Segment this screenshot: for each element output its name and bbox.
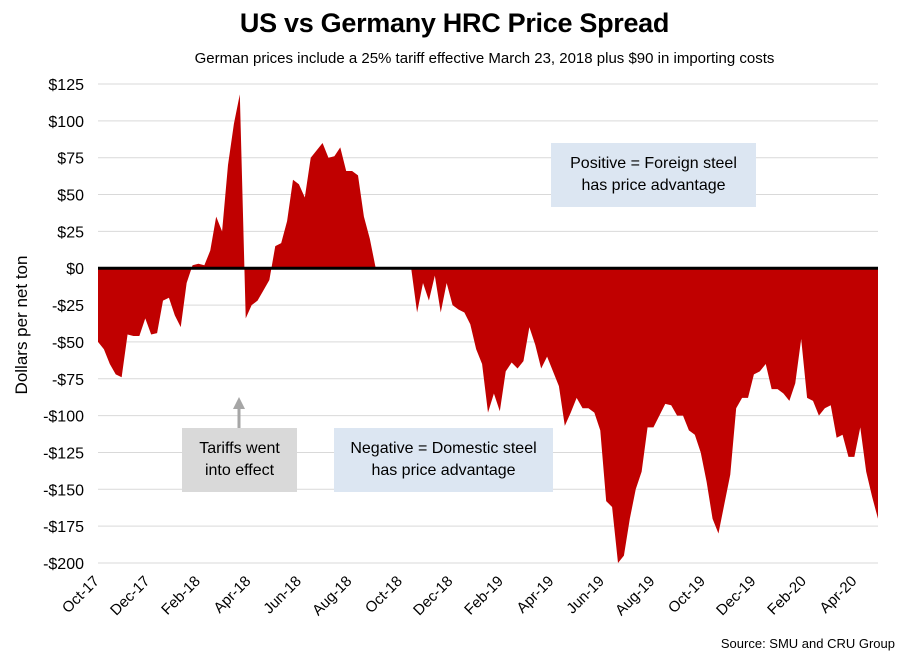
chart-title: US vs Germany HRC Price Spread — [239, 8, 670, 38]
area-series — [98, 94, 878, 563]
source-note: Source: SMU and CRU Group — [720, 636, 895, 651]
x-tick-label: Feb-19 — [461, 573, 507, 619]
y-tick-label: $25 — [57, 224, 84, 241]
annotation-negative: Negative = Domestic steel has price advan… — [334, 428, 553, 492]
annotation-tariff-line-2: into effect — [204, 462, 275, 479]
x-tick-label: Dec-19 — [713, 573, 759, 619]
y-tick-label: $75 — [57, 151, 84, 168]
x-tick-label: Apr-18 — [210, 573, 254, 617]
y-tick-label: $125 — [48, 77, 84, 94]
y-tick-label: $50 — [57, 188, 84, 205]
y-tick-label: -$150 — [43, 482, 84, 499]
y-tick-label: -$75 — [52, 372, 84, 389]
annotation-positive: Positive = Foreign steel has price advant… — [551, 143, 756, 207]
x-tick-label: Aug-18 — [309, 573, 355, 619]
annotation-negative-line-2: has price advantage — [371, 462, 516, 479]
y-tick-label: -$175 — [43, 519, 84, 536]
x-tick-label: Apr-19 — [513, 573, 557, 617]
x-tick-label: Apr-20 — [816, 573, 860, 617]
annotation-positive-line-1: Positive = Foreign steel — [570, 155, 737, 172]
x-tick-label: Oct-18 — [362, 573, 406, 617]
x-tick-label: Oct-17 — [59, 573, 103, 617]
y-axis-ticks: $125 $100 $75 $50 $25 $0 -$25 -$50 -$75 -$100 -$12… — [43, 77, 84, 573]
y-tick-label: -$125 — [43, 445, 84, 462]
y-tick-label: -$200 — [43, 556, 84, 573]
y-tick-label: $100 — [48, 114, 84, 131]
annotation-positive-line-2: has price advantage — [581, 177, 726, 194]
annotation-tariff-line-1: Tariffs went — [199, 440, 280, 457]
x-tick-label: Dec-17 — [107, 573, 153, 619]
x-tick-label: Feb-18 — [158, 573, 204, 619]
tariff-arrow — [233, 397, 245, 428]
tariff-arrow-head — [233, 397, 245, 409]
annotation-tariff: Tariffs went into effect — [182, 428, 297, 492]
chart-subtitle: German prices include a 25% tariff effec… — [194, 50, 775, 67]
y-tick-label: $0 — [66, 261, 84, 278]
x-tick-label: Aug-19 — [612, 573, 658, 619]
y-tick-label: -$100 — [43, 409, 84, 426]
series-area — [98, 94, 878, 563]
x-tick-label: Feb-20 — [764, 573, 810, 619]
x-tick-label: Oct-19 — [665, 573, 709, 617]
x-tick-label: Jun-19 — [563, 573, 607, 617]
x-tick-label: Jun-18 — [260, 573, 304, 617]
y-tick-label: -$25 — [52, 298, 84, 315]
annotation-negative-line-1: Negative = Domestic steel — [350, 440, 537, 457]
x-tick-label: Dec-18 — [410, 573, 456, 619]
x-axis-ticks: Oct-17 Dec-17 Feb-18 Apr-18 Jun-18 Aug-18 Oct-… — [59, 573, 860, 619]
y-tick-label: -$50 — [52, 335, 84, 352]
